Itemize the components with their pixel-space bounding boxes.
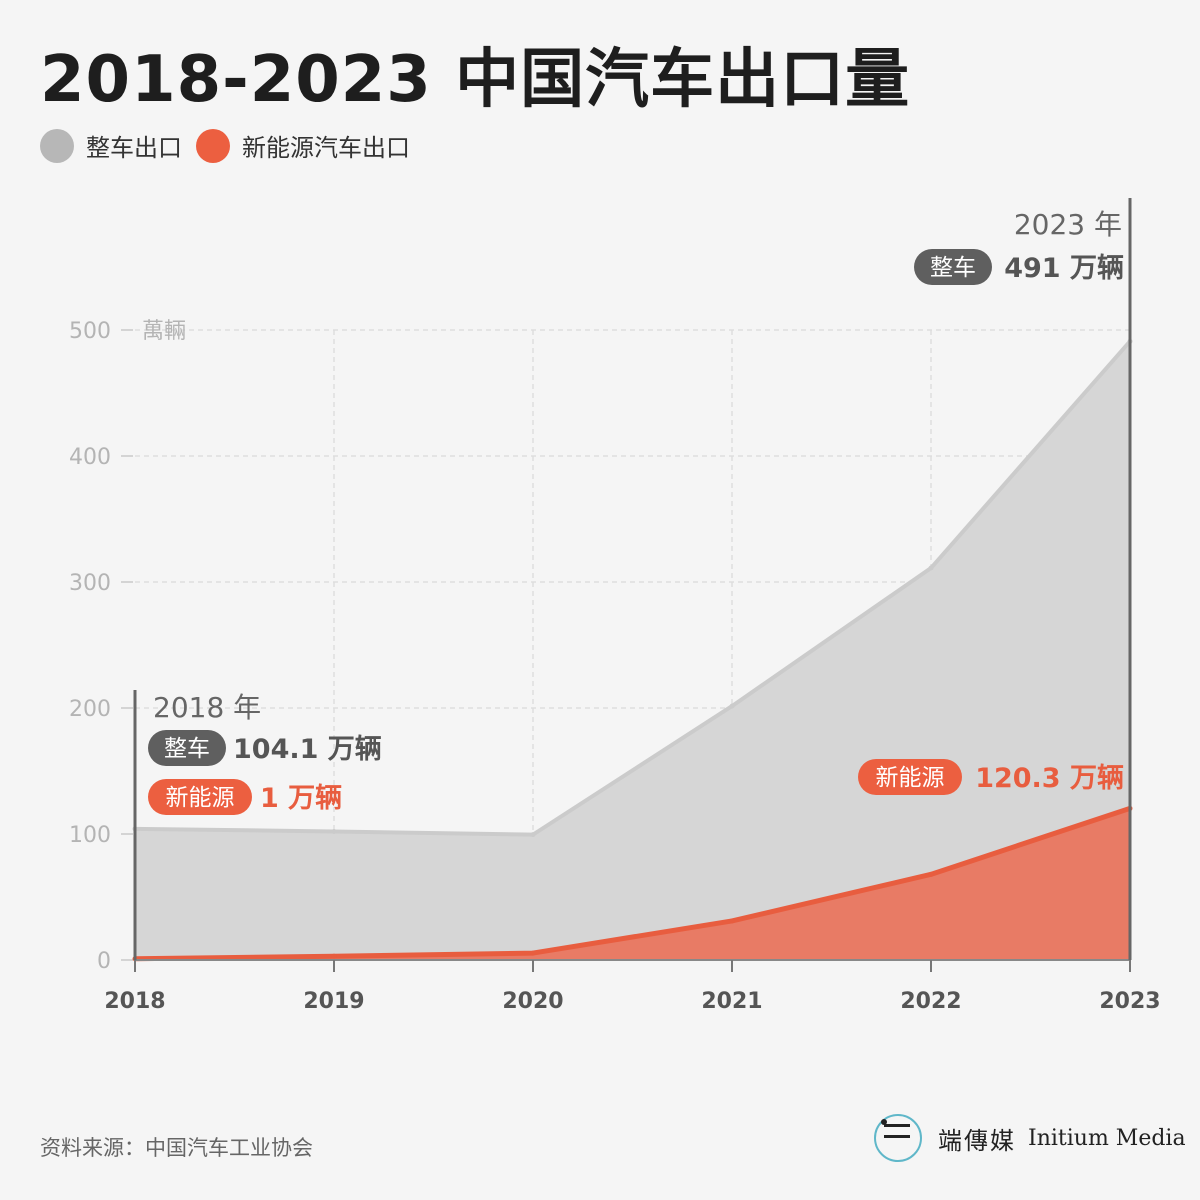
source-note: 资料来源：中国汽车工业协会 (40, 1136, 313, 1160)
line-total (134, 340, 1132, 837)
point-total-2022 (928, 565, 934, 571)
x-tick-label-2021: 2021 (701, 989, 762, 1014)
point-total-2019 (331, 828, 337, 834)
x-tick-label-2019: 2019 (303, 989, 364, 1014)
brand: 端傳媒 Initium Media (874, 1114, 1186, 1162)
y-tick-label-500: 500 (69, 319, 111, 344)
annotation-2018-nev-value: 1 万辆 (260, 783, 342, 814)
point-nev-2020 (530, 950, 536, 956)
legend-item-nev: 新能源汽车出口 (196, 128, 410, 163)
point-nev-2019 (331, 953, 337, 959)
pill-2018-nev-label: 新能源 (166, 785, 235, 811)
annotation-2018-total-value: 104.1 万辆 (233, 734, 382, 765)
pill-2018-total-label: 整车 (164, 736, 210, 762)
legend-label-total: 整车出口 (86, 134, 182, 162)
x-tick-label-2023: 2023 (1099, 989, 1160, 1014)
line-nev (134, 806, 1131, 962)
annotation-2023-nev-value: 120.3 万辆 (975, 763, 1124, 794)
point-total-2021 (729, 703, 735, 709)
pill-2018-nev (148, 779, 252, 815)
pill-2023-nev (858, 759, 962, 795)
point-nev-2022 (928, 871, 934, 877)
annotation-2023-total-value: 491 万辆 (1004, 253, 1124, 284)
y-tick-label-400: 400 (69, 445, 111, 470)
y-unit-label: 萬輛 (142, 319, 186, 344)
point-nev-2021 (729, 918, 735, 924)
y-tick-label-0: 0 (97, 949, 111, 974)
point-total-2020 (530, 832, 536, 838)
x-tick-label-2020: 2020 (502, 989, 563, 1014)
area-nev (135, 808, 1130, 960)
y-tick-label-100: 100 (69, 823, 111, 848)
legend-label-nev: 新能源汽车出口 (242, 134, 410, 162)
legend: 整车出口 新能源汽车出口 (40, 128, 424, 163)
brand-name-en: Initium Media (1028, 1125, 1186, 1151)
annotation-2018-year: 2018 年 (153, 691, 261, 724)
x-tick-label-2022: 2022 (900, 989, 961, 1014)
pill-2018-total (148, 730, 226, 766)
pill-2023-total-label: 整车 (930, 255, 976, 281)
area-total (135, 341, 1130, 961)
pill-2023-nev-label: 新能源 (876, 765, 945, 791)
y-tick-label-300: 300 (69, 571, 111, 596)
annotation-2023-year: 2023 年 (1014, 208, 1122, 241)
legend-swatch-total (40, 128, 74, 163)
pill-2023-total (914, 249, 992, 285)
x-tick-label-2018: 2018 (104, 989, 165, 1014)
legend-swatch-nev (196, 128, 230, 163)
chart-title: 2018-2023 中国汽车出口量 (40, 43, 911, 117)
brand-name-cn: 端傳媒 (938, 1126, 1016, 1155)
initium-logo-icon (874, 1114, 922, 1162)
y-tick-label-200: 200 (69, 697, 111, 722)
legend-item-total: 整车出口 (40, 128, 182, 163)
